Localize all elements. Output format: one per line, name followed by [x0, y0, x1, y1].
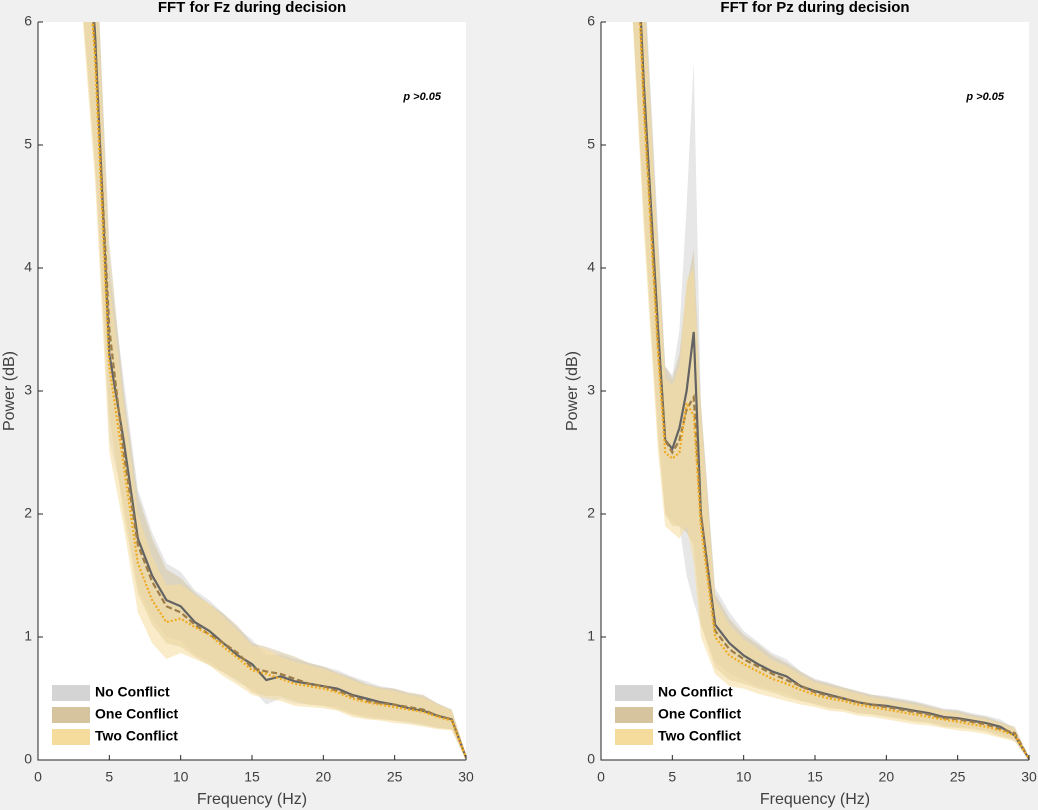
- x-tick-label: 0: [34, 769, 42, 785]
- legend-label: No Conflict: [658, 684, 733, 700]
- x-axis-label: Frequency (Hz): [197, 791, 307, 808]
- legend-label: One Conflict: [95, 706, 179, 722]
- y-tick-label: 2: [24, 505, 32, 521]
- y-tick-label: 5: [587, 136, 595, 152]
- legend-label: Two Conflict: [658, 728, 741, 744]
- legend-swatch: [52, 685, 90, 701]
- y-tick-label: 0: [24, 751, 32, 767]
- y-tick-label: 6: [24, 13, 32, 29]
- mean-line: [93, 22, 466, 758]
- y-axis-label: Power (dB): [564, 351, 581, 431]
- y-tick-label: 0: [587, 751, 595, 767]
- y-tick-label: 4: [24, 259, 32, 275]
- y-tick-label: 2: [587, 505, 595, 521]
- legend-swatch: [52, 707, 90, 723]
- annotation: p >0.05: [402, 91, 441, 103]
- x-tick-label: 10: [173, 769, 189, 785]
- y-tick-label: 1: [587, 628, 595, 644]
- x-tick-label: 25: [950, 769, 966, 785]
- legend-swatch: [615, 685, 653, 701]
- y-axis-label: Power (dB): [1, 351, 18, 431]
- y-tick-label: 6: [587, 13, 595, 29]
- x-tick-label: 20: [316, 769, 332, 785]
- legend-swatch: [52, 729, 90, 745]
- error-band: [83, 22, 466, 760]
- plot-area: [632, 22, 1029, 760]
- y-tick-label: 3: [587, 382, 595, 398]
- legend-swatch: [615, 729, 653, 745]
- y-tick-label: 5: [24, 136, 32, 152]
- chart-title: FFT for Pz during decision: [720, 0, 909, 16]
- x-tick-label: 5: [105, 769, 113, 785]
- x-tick-label: 25: [387, 769, 403, 785]
- legend-label: No Conflict: [95, 684, 170, 700]
- x-tick-label: 15: [807, 769, 823, 785]
- x-tick-label: 0: [597, 769, 605, 785]
- y-tick-label: 3: [24, 382, 32, 398]
- mean-line: [639, 22, 1029, 760]
- mean-line: [639, 22, 1029, 760]
- annotation: p >0.05: [965, 91, 1004, 103]
- y-tick-label: 1: [24, 628, 32, 644]
- x-tick-label: 30: [1021, 769, 1037, 785]
- x-axis-label: Frequency (Hz): [760, 791, 870, 808]
- y-tick-label: 4: [587, 259, 595, 275]
- x-tick-label: 15: [244, 769, 260, 785]
- x-tick-label: 20: [879, 769, 895, 785]
- mean-line: [91, 22, 466, 758]
- x-tick-label: 30: [458, 769, 474, 785]
- legend-label: One Conflict: [658, 706, 742, 722]
- legend-label: Two Conflict: [95, 728, 178, 744]
- x-tick-label: 10: [736, 769, 752, 785]
- mean-line: [92, 22, 466, 758]
- chart-title: FFT for Fz during decision: [158, 0, 346, 16]
- plot-area: [82, 22, 466, 760]
- legend-swatch: [615, 707, 653, 723]
- x-tick-label: 5: [668, 769, 676, 785]
